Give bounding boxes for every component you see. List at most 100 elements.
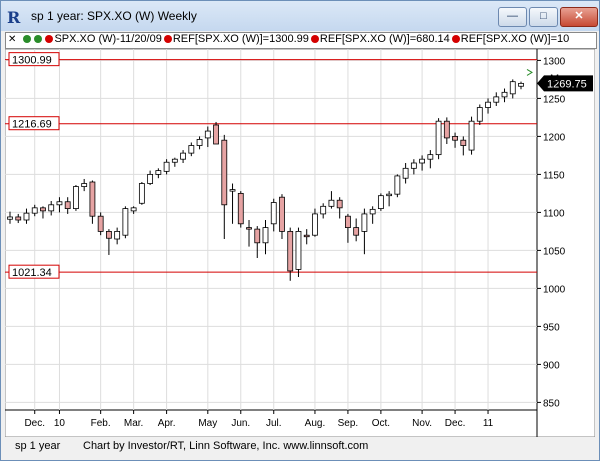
reference-line-label-box (8, 52, 60, 67)
x-tick-label: Nov. (412, 418, 432, 429)
candle (394, 174, 401, 198)
x-tick-label: Jun. (231, 418, 250, 429)
maximize-button[interactable]: □ (529, 7, 558, 27)
series-color-dot-icon (23, 35, 32, 43)
candle-body (287, 230, 294, 272)
candle (106, 229, 112, 255)
reference-item[interactable]: SPX.XO (W)-11/20/09 (43, 33, 162, 45)
candle (213, 121, 219, 145)
candle (501, 88, 508, 103)
candle-body (452, 136, 458, 141)
candle-body (476, 107, 483, 122)
candlestick-chart[interactable]: 1300.99 1216.69 1021.34 1300 1250 1200 1150 11… (4, 48, 596, 438)
candle-body (106, 230, 112, 239)
candle-body (213, 124, 219, 145)
status-credit: Chart by Investor/RT, Linn Software, Inc… (83, 440, 369, 452)
candle (386, 191, 393, 207)
candle (73, 185, 79, 211)
reference-line-label: 1300.99 (12, 55, 52, 67)
candle (509, 79, 516, 99)
series-color-dot-icon (310, 35, 319, 43)
candle (402, 163, 409, 184)
y-tick-label: 850 (543, 398, 560, 409)
candle-body (138, 183, 145, 204)
reference-item[interactable]: REF[SPX.XO (W)]=10 (450, 33, 569, 45)
y-tick-label: 1300 (543, 56, 566, 67)
candle (328, 191, 335, 209)
candle (237, 191, 244, 228)
reference-item[interactable] (21, 33, 43, 45)
candle-body (7, 216, 13, 220)
candle (443, 117, 450, 144)
x-tick-label: Dec. (445, 418, 466, 429)
candle-body (122, 208, 129, 236)
price-axis: 1300 1250 1200 1150 1100 1050 1000 950 900 850 (537, 56, 566, 409)
candle-body (64, 201, 71, 209)
candle (163, 159, 170, 175)
x-tick-label: May (198, 418, 217, 429)
candle (279, 194, 285, 239)
candle (410, 159, 417, 175)
candle (130, 206, 137, 214)
candle-body (15, 216, 22, 221)
close-button[interactable]: ✕ (560, 7, 598, 27)
y-tick-label: 1000 (543, 284, 566, 295)
candle (287, 227, 294, 281)
candle (262, 220, 269, 255)
candle-body (394, 175, 401, 195)
candle-body (443, 120, 450, 139)
chart-area[interactable]: 1300.99 1216.69 1021.34 1300 1250 1200 1150 11… (4, 48, 596, 438)
candle-body (320, 205, 327, 215)
window-title: sp 1 year: SPX.XO (W) Weekly (31, 9, 197, 23)
x-tick-label: 10 (54, 418, 66, 429)
candle (147, 170, 154, 186)
candle (15, 213, 22, 224)
candle (48, 201, 55, 216)
candle-body (312, 213, 318, 236)
candle (64, 197, 71, 214)
series-color-dot-icon (451, 35, 460, 43)
candle-body (114, 230, 121, 240)
title-bar[interactable]: R sp 1 year: SPX.XO (W) Weekly — □ ✕ (1, 1, 599, 31)
y-tick-label: 950 (543, 322, 560, 333)
candle-body (386, 193, 393, 197)
y-tick-label: 1200 (543, 132, 566, 143)
candle-body (89, 181, 96, 217)
candle (419, 155, 425, 171)
reference-line-label: 1216.69 (12, 119, 52, 131)
reference-line-label: 1021.34 (12, 267, 52, 279)
candle-body (427, 154, 434, 160)
candle (138, 182, 145, 205)
candle (56, 197, 63, 213)
candle-body (155, 170, 162, 175)
refbar-close-icon[interactable]: ✕ (8, 34, 17, 45)
candle-body (345, 215, 351, 228)
candle-body (246, 227, 252, 230)
status-bar: sp 1 year Chart by Investor/RT, Linn Sof… (5, 438, 595, 456)
reference-bar: ✕ SPX.XO (W)-11/20/09 REF[SPX.XO (W)]=130… (5, 32, 597, 49)
candle (303, 229, 310, 245)
candle (485, 98, 491, 114)
candles (7, 79, 524, 281)
candle (427, 150, 434, 169)
reference-item[interactable]: REF[SPX.XO (W)]=1300.99 (162, 33, 309, 45)
minimize-button[interactable]: — (498, 7, 527, 27)
reference-item-label: REF[SPX.XO (W)]=1300.99 (172, 33, 309, 45)
reference-item[interactable]: REF[SPX.XO (W)]=680.14 (309, 33, 450, 45)
reference-line-label-box (8, 264, 60, 279)
x-tick-label: Dec. (24, 418, 45, 429)
candle-body (262, 227, 269, 244)
y-tick-label: 1100 (543, 208, 565, 219)
status-chart-name: sp 1 year (15, 440, 61, 452)
candle (460, 136, 467, 156)
candle-body (353, 227, 360, 236)
candle (345, 213, 351, 243)
y-tick-label: 1050 (543, 246, 566, 257)
candle (171, 157, 178, 167)
candle-body (188, 145, 195, 154)
reference-item-label: REF[SPX.XO (W)]=680.14 (319, 33, 450, 45)
candle-body (171, 158, 178, 163)
candle-body (229, 189, 236, 192)
candle (254, 226, 261, 258)
